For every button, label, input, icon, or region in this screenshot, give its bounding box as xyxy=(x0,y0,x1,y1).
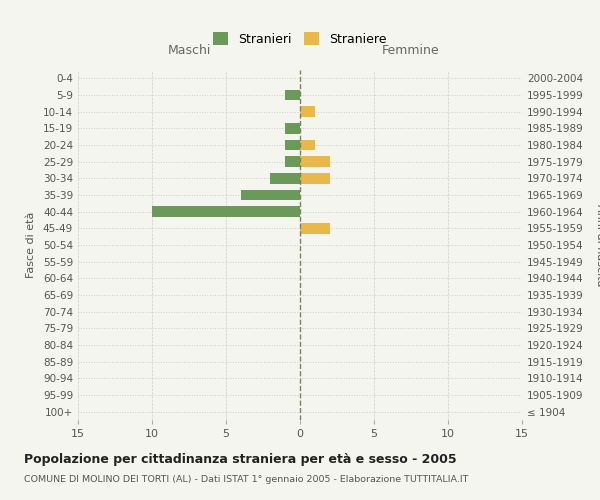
Bar xyxy=(285,156,300,167)
Bar xyxy=(271,173,300,184)
Bar xyxy=(152,206,300,217)
Text: Popolazione per cittadinanza straniera per età e sesso - 2005: Popolazione per cittadinanza straniera p… xyxy=(24,452,457,466)
Text: Maschi: Maschi xyxy=(167,44,211,57)
Bar xyxy=(300,156,329,167)
Text: COMUNE DI MOLINO DEI TORTI (AL) - Dati ISTAT 1° gennaio 2005 - Elaborazione TUTT: COMUNE DI MOLINO DEI TORTI (AL) - Dati I… xyxy=(24,475,469,484)
Legend: Stranieri, Straniere: Stranieri, Straniere xyxy=(208,28,392,51)
Bar xyxy=(300,140,315,150)
Bar xyxy=(285,90,300,101)
Bar xyxy=(300,223,329,234)
Bar xyxy=(300,106,315,117)
Bar xyxy=(241,190,300,200)
Text: Femmine: Femmine xyxy=(382,44,440,57)
Bar xyxy=(285,123,300,134)
Y-axis label: Fasce di età: Fasce di età xyxy=(26,212,36,278)
Bar xyxy=(285,140,300,150)
Y-axis label: Anni di nascita: Anni di nascita xyxy=(595,204,600,286)
Bar xyxy=(300,173,329,184)
